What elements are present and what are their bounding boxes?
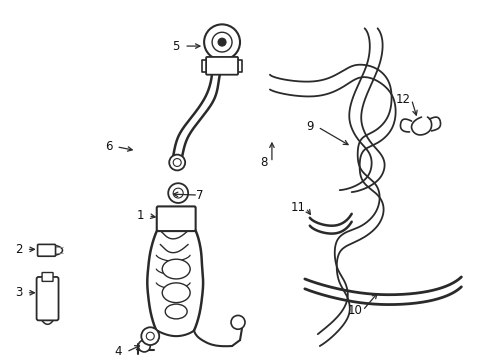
FancyBboxPatch shape [205, 57, 238, 75]
Text: 12: 12 [395, 93, 410, 106]
Circle shape [138, 340, 150, 352]
Text: 2: 2 [15, 243, 22, 256]
Text: 8: 8 [260, 156, 267, 169]
FancyBboxPatch shape [157, 206, 195, 231]
Text: 4: 4 [114, 346, 122, 359]
Ellipse shape [165, 304, 187, 319]
Circle shape [173, 158, 181, 166]
Circle shape [230, 315, 244, 329]
Circle shape [212, 32, 232, 52]
Circle shape [146, 332, 154, 340]
Text: 7: 7 [196, 189, 203, 202]
Text: 6: 6 [104, 140, 112, 153]
Text: 1: 1 [136, 209, 144, 222]
Circle shape [168, 183, 188, 203]
FancyBboxPatch shape [37, 277, 59, 320]
Circle shape [173, 188, 183, 198]
Ellipse shape [162, 283, 190, 303]
FancyBboxPatch shape [38, 244, 56, 256]
Text: 9: 9 [305, 121, 313, 134]
Circle shape [203, 24, 240, 60]
Circle shape [141, 327, 159, 345]
Text: 5: 5 [172, 40, 180, 53]
Text: 11: 11 [290, 201, 305, 215]
FancyBboxPatch shape [42, 273, 53, 282]
Ellipse shape [162, 259, 190, 279]
Text: 3: 3 [15, 286, 22, 299]
Text: 10: 10 [346, 304, 362, 317]
Circle shape [169, 154, 185, 170]
Circle shape [218, 38, 225, 46]
